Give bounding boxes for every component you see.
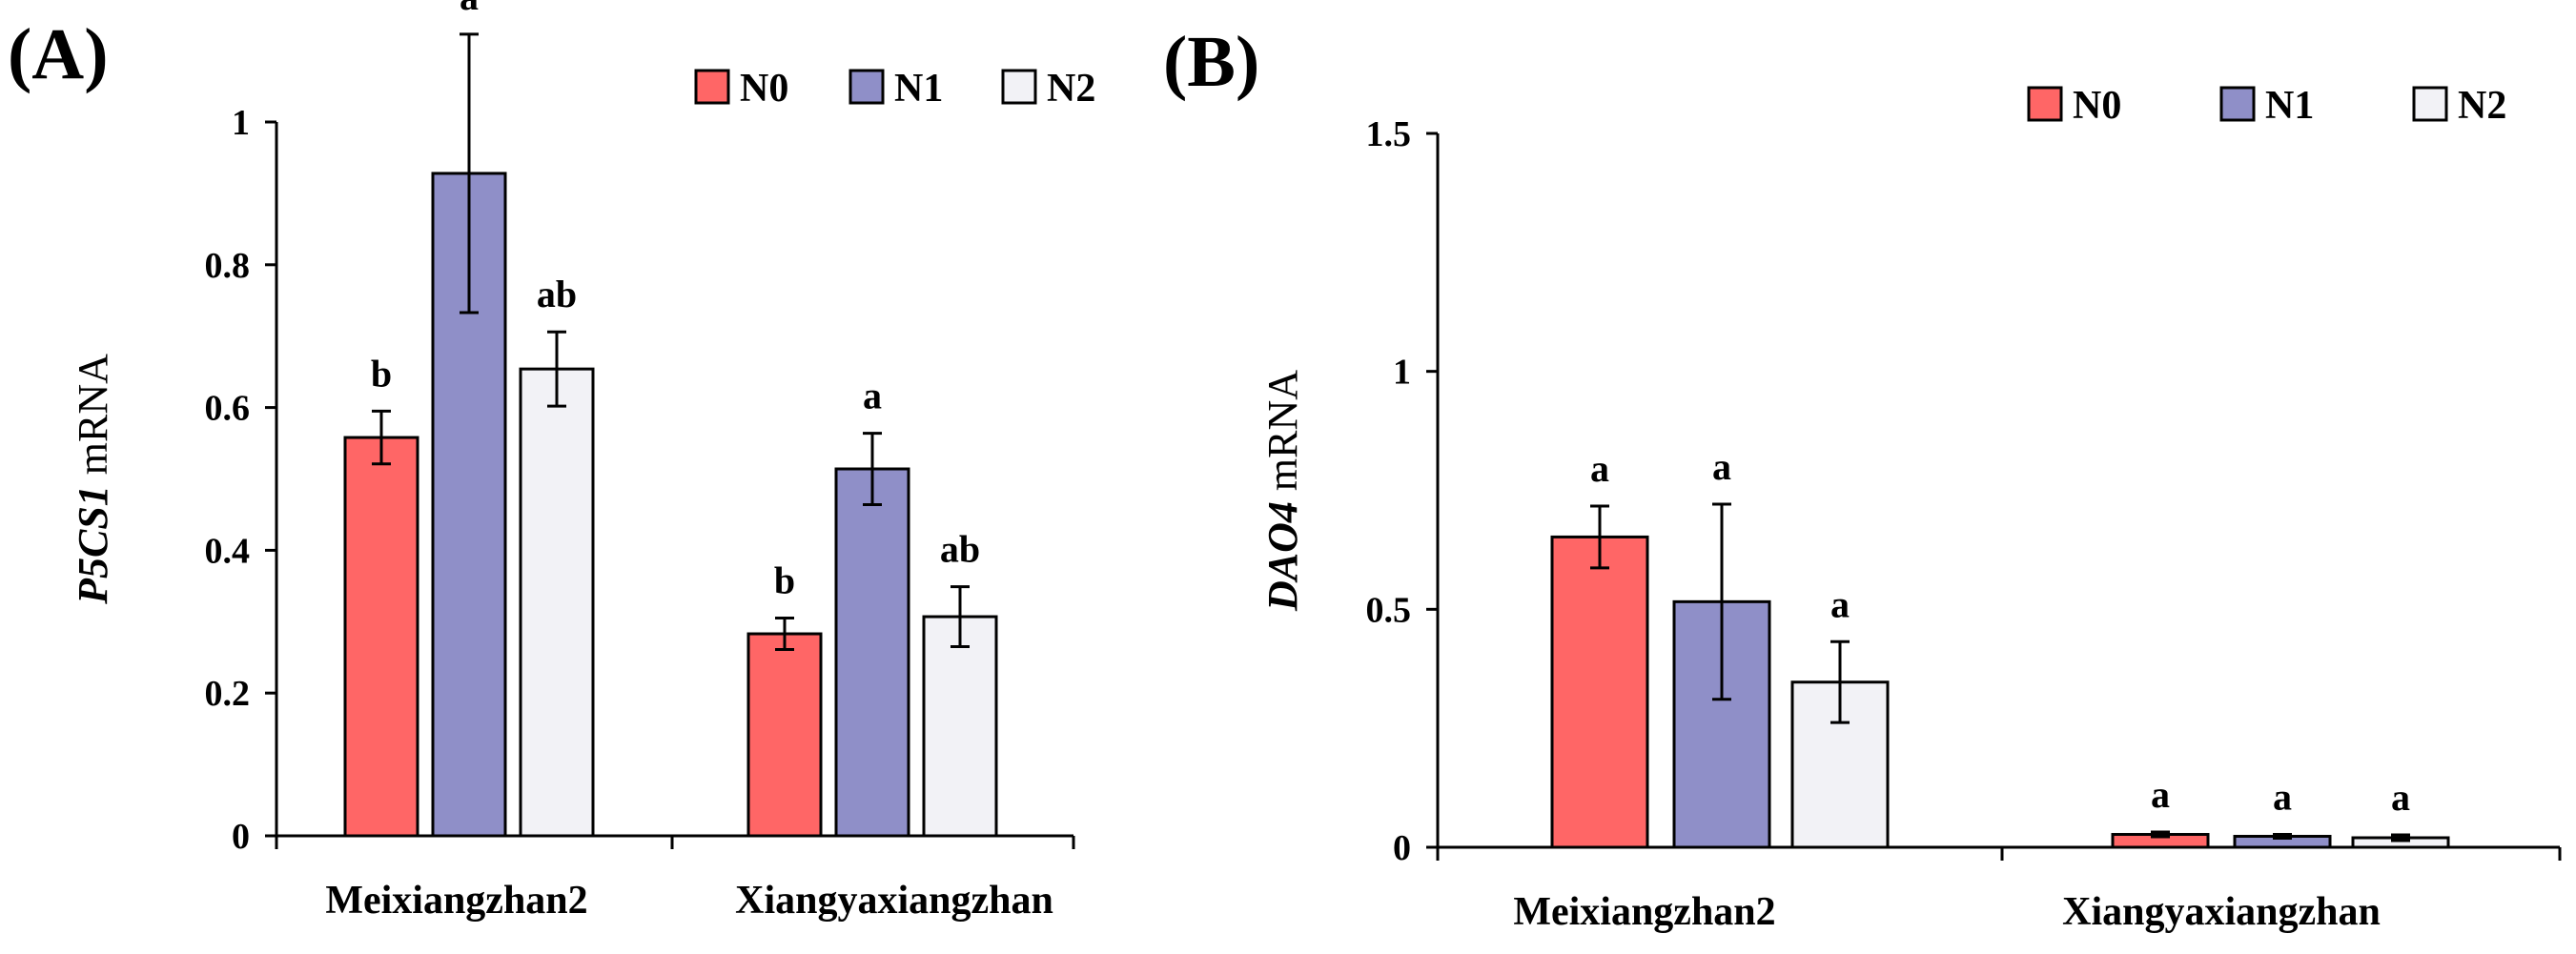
panel-label: (A) [8, 14, 109, 94]
category-label: Xiangyaxiangzhan [735, 879, 1053, 923]
legend-swatch-n2 [1001, 69, 1037, 105]
significance-letter: a [2391, 776, 2410, 819]
y-axis-gene-name: DAO4 [1259, 501, 1306, 612]
panel-label: (B) [1163, 22, 1259, 102]
legend-swatch-n1 [2219, 86, 2256, 122]
significance-letter: a [2273, 776, 2292, 819]
bar-n2 [922, 615, 998, 838]
y-axis-unit: mRNA [70, 354, 116, 485]
significance-letter: b [774, 559, 795, 602]
significance-letter: ab [940, 528, 980, 571]
y-axis-title: DAO4 mRNA [1259, 370, 1306, 612]
legend-label-n0: N0 [2073, 84, 2121, 128]
y-tick-label: 0 [1393, 828, 1411, 868]
y-tick-label: 0.6 [205, 389, 251, 429]
y-axis-gene-name: P5CS1 [70, 485, 116, 605]
bar-n2 [519, 367, 595, 838]
y-tick-label: 0.4 [205, 531, 251, 571]
significance-letter: a [460, 0, 479, 18]
legend-swatch-n0 [694, 69, 730, 105]
category-label: Xiangyaxiangzhan [2062, 890, 2381, 934]
bar-n0 [343, 436, 419, 838]
legend-swatch-n0 [2027, 86, 2063, 122]
significance-letter: a [1830, 582, 1850, 625]
legend-swatch-n1 [848, 69, 885, 105]
category-label: Meixiangzhan2 [325, 879, 587, 923]
category-label: Meixiangzhan2 [1513, 890, 1775, 934]
y-tick-label: 1 [1393, 353, 1411, 393]
y-axis-unit: mRNA [1259, 370, 1306, 501]
y-tick-label: 1 [232, 103, 250, 143]
significance-letter: a [1590, 447, 1609, 490]
y-tick-label: 0.8 [205, 246, 251, 286]
y-tick-label: 1.5 [1366, 114, 1412, 154]
y-tick-label: 0.2 [205, 674, 251, 714]
significance-letter: a [2151, 773, 2170, 816]
legend-label-n1: N1 [894, 67, 943, 111]
legend-swatch-n2 [2412, 86, 2448, 122]
chart-panel-b: (B) 0 0.5 1 1.5 Meixiangzhan2 Xiangyaxiangzhan… [1163, 22, 2562, 934]
significance-letter: b [371, 352, 392, 395]
bar-n0 [1550, 535, 1649, 849]
legend-label-n2: N2 [1047, 67, 1095, 111]
significance-letter: ab [537, 273, 577, 315]
significance-letter: a [863, 375, 882, 417]
legend-label-n0: N0 [740, 67, 788, 111]
y-tick-label: 0 [232, 817, 250, 857]
significance-letter: a [1712, 445, 1731, 488]
bar-n1 [834, 467, 910, 838]
y-tick-label: 0.5 [1366, 590, 1412, 630]
legend-label-n2: N2 [2458, 84, 2506, 128]
bar-n0 [746, 632, 823, 838]
legend-label-n1: N1 [2265, 84, 2314, 128]
y-axis-title: P5CS1 mRNA [70, 354, 116, 605]
chart-panel-a: (A) 0 0.2 0.4 0.6 0.8 1 Meixiangzhan2 Xiangyaxia… [8, 0, 1095, 923]
